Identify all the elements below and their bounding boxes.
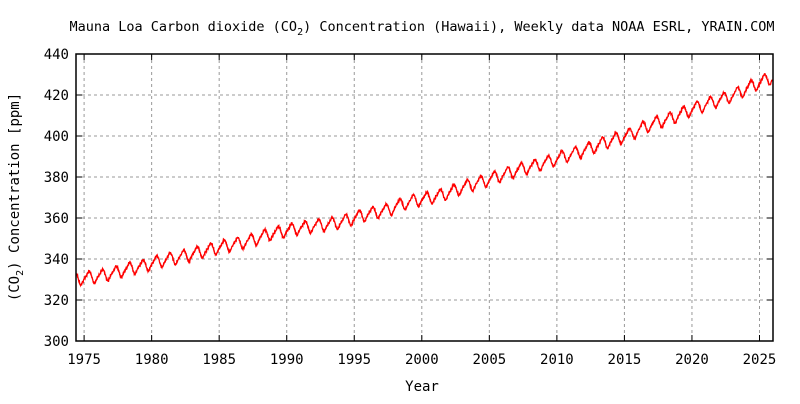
y-tick-label: 360 <box>44 211 69 227</box>
plot-frame <box>75 53 774 342</box>
x-tick-label: 2015 <box>608 352 642 368</box>
x-tick-label: 1980 <box>135 352 169 368</box>
x-axis-label: Year <box>405 379 439 395</box>
y-tick-label: 440 <box>44 47 69 63</box>
grid-lines <box>76 54 773 341</box>
y-tick-label: 420 <box>44 88 69 104</box>
chart-title: Mauna Loa Carbon dioxide (CO2) Concentra… <box>69 19 774 38</box>
y-tick-label: 400 <box>44 129 69 145</box>
x-tick-label: 2005 <box>472 352 506 368</box>
y-tick-label: 380 <box>44 170 69 186</box>
y-tick-label: 300 <box>44 334 69 350</box>
x-tick-label: 1995 <box>337 352 371 368</box>
y-tick-label: 320 <box>44 293 69 309</box>
x-tick-label: 2025 <box>743 352 777 368</box>
x-tick-label: 2010 <box>540 352 574 368</box>
y-tick-label: 340 <box>44 252 69 268</box>
x-tick-label: 2020 <box>675 352 709 368</box>
x-tick-label: 1985 <box>202 352 236 368</box>
x-tick-label: 1990 <box>270 352 304 368</box>
co2-series-line <box>75 73 773 288</box>
x-tick-label: 1975 <box>67 352 101 368</box>
x-tick-label: 2000 <box>405 352 439 368</box>
y-axis-label: (CO2) Concentration [ppm] <box>7 93 26 301</box>
ticks: 1975 1980 1985 1990 1995 2000 2005 2010 2015 2020… <box>44 47 777 368</box>
